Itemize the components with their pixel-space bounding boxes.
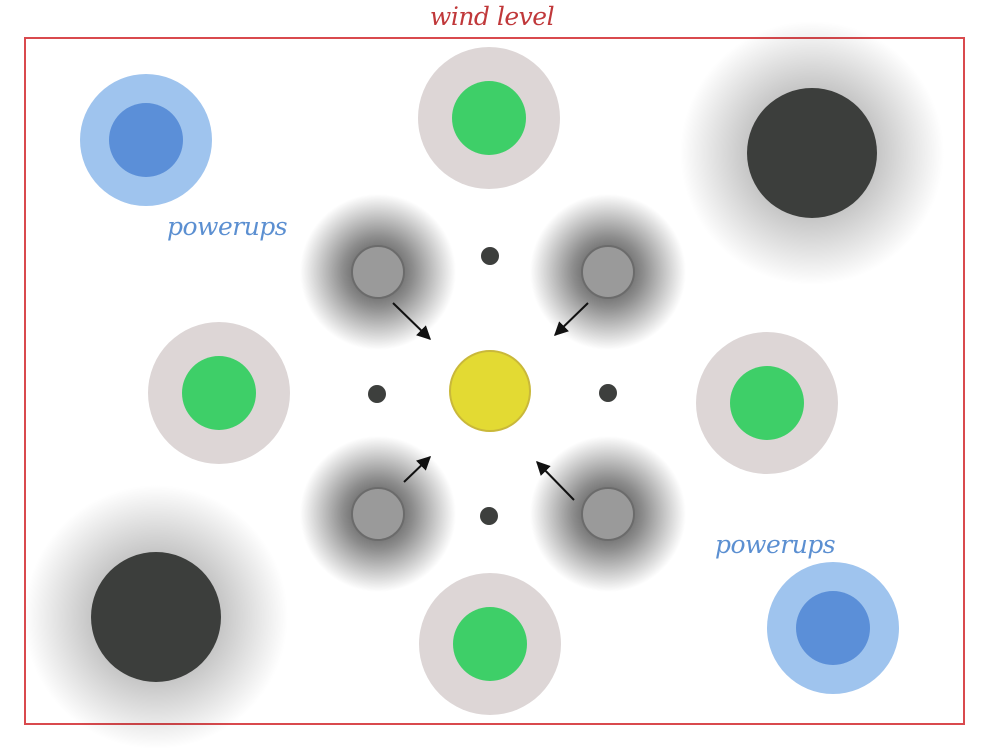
level-title: wind level	[429, 2, 555, 31]
wind-arrow-bottom-right	[536, 460, 575, 501]
powerup-top-left[interactable]	[80, 74, 212, 206]
wind-arrow-top-right	[553, 302, 589, 336]
wind-fan-top-right[interactable]	[530, 194, 686, 350]
green-target-left[interactable]	[148, 322, 290, 464]
powerup-bottom-right[interactable]	[767, 562, 899, 694]
powerups-label-bottom-right: powerups	[715, 530, 836, 559]
dot-top	[481, 247, 499, 265]
wind-arrow-top-left	[392, 302, 432, 340]
wind-arrow-bottom-left	[403, 456, 432, 483]
green-target-bottom[interactable]	[419, 573, 561, 715]
green-target-top[interactable]	[418, 47, 560, 189]
powerups-label-top-left: powerups	[167, 212, 288, 241]
yellow-center-ball[interactable]	[449, 350, 531, 432]
dot-right	[599, 384, 617, 402]
green-target-right[interactable]	[696, 332, 838, 474]
dot-left	[368, 385, 386, 403]
wind-fan-top-left[interactable]	[300, 194, 456, 350]
wind-fan-bottom-right[interactable]	[530, 436, 686, 592]
black-hole-bottom-left	[24, 485, 288, 749]
wind-fan-bottom-left[interactable]	[300, 436, 456, 592]
black-hole-top-right	[680, 21, 944, 285]
dot-bottom	[480, 507, 498, 525]
